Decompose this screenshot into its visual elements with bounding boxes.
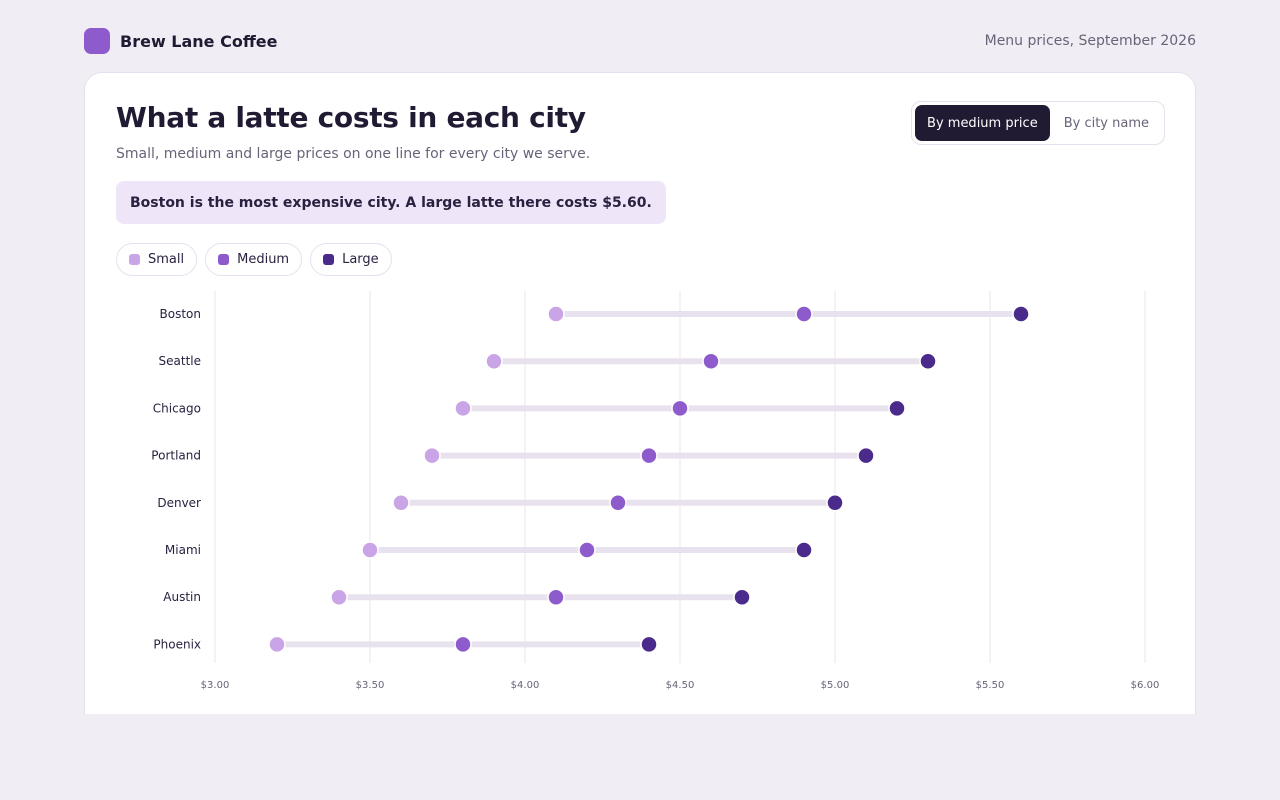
period-label: Menu prices, September 2026 — [984, 33, 1196, 49]
small-price-dot — [485, 352, 503, 370]
large-price-dot — [826, 494, 844, 512]
legend: Small Medium Large — [116, 243, 392, 276]
page-title: What a latte costs in each city — [116, 101, 586, 134]
small-price-dot — [423, 446, 441, 465]
medium-price-dot — [702, 352, 720, 370]
small-price-dot — [330, 588, 348, 606]
small-price-dot — [268, 635, 286, 654]
city-label: Phoenix — [153, 637, 201, 651]
insight-callout: Boston is the most expensive city. A lar… — [116, 181, 666, 224]
medium-swatch — [218, 254, 230, 265]
medium-price-dot — [671, 399, 689, 418]
city-label: Austin — [163, 590, 201, 604]
large-price-dot — [640, 635, 658, 654]
city-label: Denver — [157, 496, 201, 510]
x-tick-label: $6.00 — [1131, 680, 1160, 691]
medium-price-dot — [609, 494, 627, 512]
large-price-dot — [888, 399, 906, 418]
medium-price-dot — [640, 446, 658, 465]
small-price-dot — [361, 541, 379, 559]
large-price-dot — [795, 541, 813, 559]
brand: Brew Lane Coffee — [84, 28, 278, 54]
x-tick-label: $5.50 — [976, 680, 1005, 691]
x-tick-label: $4.50 — [666, 680, 695, 691]
sort-toggle: By medium price By city name — [911, 101, 1165, 145]
city-label: Miami — [165, 543, 201, 557]
x-tick-label: $3.00 — [201, 680, 230, 691]
x-tick-label: $5.00 — [821, 680, 850, 691]
small-price-dot — [547, 305, 565, 323]
page-subtitle: Small, medium and large prices on one li… — [116, 146, 591, 162]
medium-price-dot — [454, 635, 472, 654]
brand-logo — [84, 28, 110, 54]
large-price-dot — [1012, 305, 1030, 323]
city-label: Portland — [151, 449, 201, 463]
small-price-dot — [392, 494, 410, 512]
city-label: Seattle — [159, 354, 201, 368]
dot-range-chart: $3.00 $3.50 $4.00 $4.50 $5.00 $5.50 $6.00 Bosto… — [151, 291, 1160, 691]
city-label: Chicago — [153, 401, 201, 415]
medium-price-dot — [795, 305, 813, 323]
legend-small-label: Small — [148, 252, 185, 267]
large-price-dot — [857, 446, 875, 465]
legend-large[interactable]: Large — [310, 243, 392, 276]
small-swatch — [129, 254, 140, 265]
legend-large-label: Large — [342, 252, 379, 267]
top-bar: Brew Lane Coffee Menu prices, September … — [84, 28, 1196, 54]
medium-price-dot — [547, 588, 565, 606]
medium-price-dot — [578, 541, 596, 559]
sort-by-city-name-button[interactable]: By city name — [1052, 105, 1161, 141]
large-price-dot — [733, 588, 751, 606]
x-tick-label: $4.00 — [511, 680, 540, 691]
small-price-dot — [454, 399, 472, 418]
legend-medium-label: Medium — [237, 252, 290, 267]
large-price-dot — [919, 352, 937, 370]
large-swatch — [323, 254, 335, 265]
legend-small[interactable]: Small — [116, 243, 198, 276]
chart-card: What a latte costs in each city Small, m… — [84, 72, 1196, 714]
city-label: Boston — [160, 307, 201, 321]
sort-by-medium-price-button[interactable]: By medium price — [915, 105, 1050, 141]
x-tick-label: $3.50 — [356, 680, 385, 691]
brand-name: Brew Lane Coffee — [120, 31, 278, 51]
legend-medium[interactable]: Medium — [205, 243, 303, 276]
